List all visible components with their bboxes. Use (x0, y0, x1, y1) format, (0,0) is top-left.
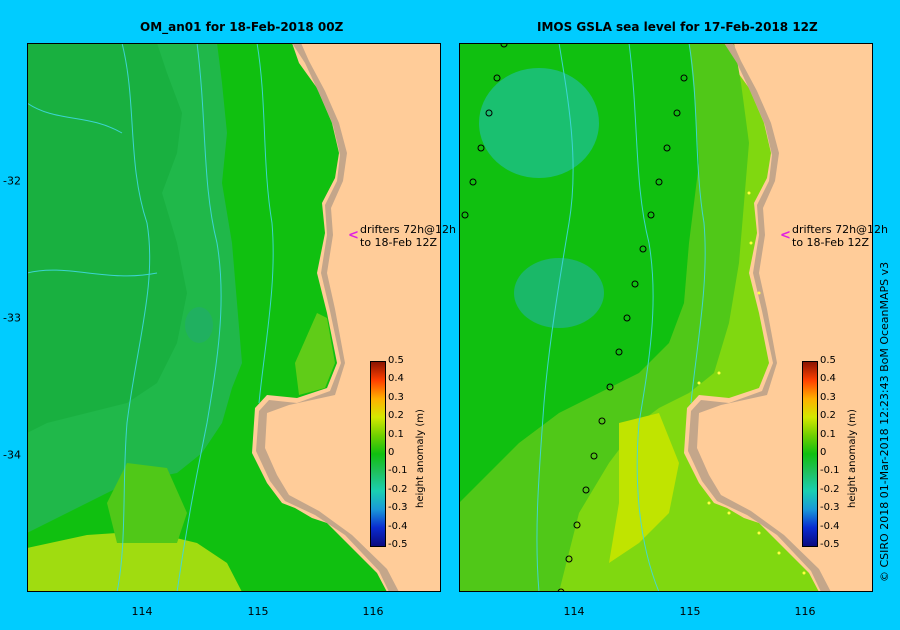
drifter-note-line1: drifters 72h@12h (792, 223, 889, 236)
cbar-tick: 0 (820, 447, 827, 458)
cbar-tick: -0.2 (820, 483, 840, 495)
colorbar-left (370, 361, 386, 547)
cbar-tick: 0 (388, 447, 395, 458)
drifter-note-left: drifters 72h@12h to 18-Feb 12Z (360, 223, 456, 249)
cbar-tick: -0.4 (388, 520, 408, 532)
x-tick-114-right: 114 (563, 605, 585, 618)
map-panel-left (27, 43, 441, 592)
cbar-tick: -0.1 (820, 465, 840, 477)
colorbar-label-left: height anomaly (m) (415, 409, 426, 508)
cbar-tick: 0.2 (388, 410, 404, 422)
cbar-tick: -0.5 (388, 539, 408, 550)
cbar-tick: 0.1 (820, 428, 836, 440)
cbar-tick: 0.4 (820, 373, 836, 385)
x-tick-116-left: 116 (362, 605, 384, 618)
cbar-tick: 0.5 (388, 355, 404, 366)
cbar-tick: -0.5 (820, 539, 840, 550)
cbar-tick: 0.3 (820, 391, 836, 403)
cbar-tick: -0.2 (388, 483, 408, 495)
cbar-tick: 0.1 (388, 428, 404, 440)
cbar-tick: -0.4 (820, 520, 840, 532)
cbar-tick: 0.4 (388, 373, 404, 385)
colorbar-right (802, 361, 818, 547)
y-tick-32: -32 (3, 174, 21, 188)
x-tick-115-left: 115 (247, 605, 269, 618)
cbar-tick: -0.3 (820, 502, 840, 514)
credit-text: © CSIRO 2018 01-Mar-2018 12:23:43 BoM Oc… (878, 261, 891, 582)
drifter-note-right: drifters 72h@12h to 18-Feb 12Z (792, 223, 888, 249)
cbar-tick: 0.3 (388, 391, 404, 403)
cbar-tick: -0.1 (388, 465, 408, 477)
panel-right-title: IMOS GSLA sea level for 17-Feb-2018 12Z (537, 20, 818, 34)
colorbar-label-right: height anomaly (m) (847, 409, 858, 508)
panel-left-title: OM_an01 for 18-Feb-2018 00Z (140, 20, 344, 34)
x-tick-114-left: 114 (131, 605, 153, 618)
x-tick-115-right: 115 (679, 605, 701, 618)
drifter-note-line1: drifters 72h@12h (360, 223, 457, 236)
y-tick-33: -33 (3, 311, 21, 325)
drifter-arrow-left: < (348, 228, 359, 243)
drifter-note-line2: to 18-Feb 12Z (792, 236, 870, 249)
drifter-arrow-right: < (780, 228, 791, 243)
cbar-tick: 0.2 (820, 410, 836, 422)
cbar-tick: -0.3 (388, 502, 408, 514)
x-tick-116-right: 116 (794, 605, 816, 618)
y-tick-34: -34 (3, 448, 21, 462)
cbar-tick: 0.5 (820, 355, 836, 366)
drifter-note-line2: to 18-Feb 12Z (360, 236, 438, 249)
